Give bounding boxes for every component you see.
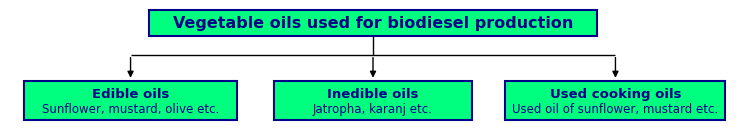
Text: Edible oils: Edible oils [92,88,169,100]
Text: Inedible oils: Inedible oils [327,88,419,100]
Bar [506,81,725,120]
Text: Sunflower, mustard, olive etc.: Sunflower, mustard, olive etc. [42,103,219,116]
Bar [275,81,472,120]
Bar [149,10,597,36]
Text: Used oil of sunflower, mustard etc.: Used oil of sunflower, mustard etc. [513,103,718,116]
Text: Vegetable oils used for biodiesel production: Vegetable oils used for biodiesel produc… [173,16,573,31]
Text: Used cooking oils: Used cooking oils [550,88,681,100]
Text: Jatropha, karanj etc.: Jatropha, karanj etc. [313,103,433,116]
Bar [24,81,237,120]
